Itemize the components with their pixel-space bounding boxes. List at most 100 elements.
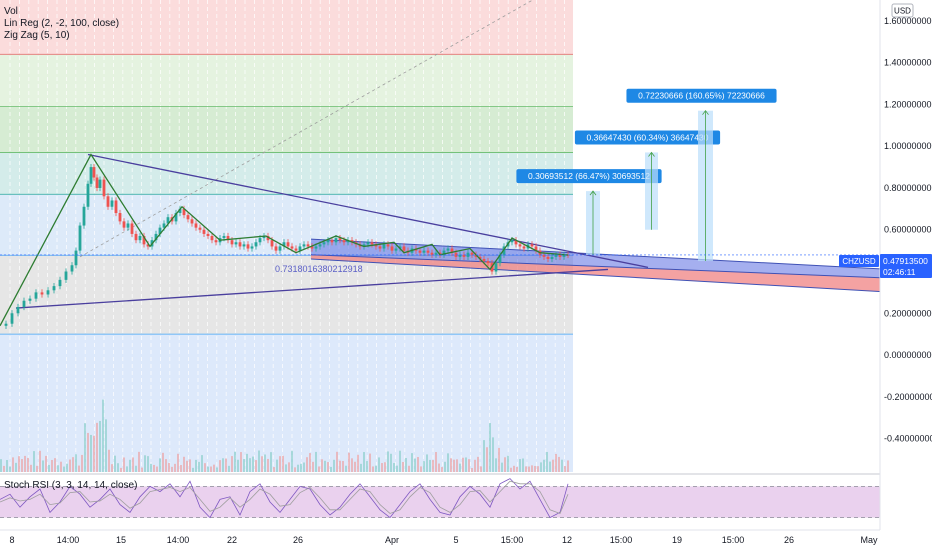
zigzag-path bbox=[0, 153, 569, 327]
volume-bar bbox=[282, 455, 284, 472]
candle-body bbox=[286, 242, 290, 247]
volume-bar bbox=[117, 463, 119, 472]
volume-bar bbox=[60, 461, 62, 472]
candle-body bbox=[102, 179, 106, 197]
currency-badge[interactable] bbox=[891, 3, 914, 18]
volume-bar bbox=[132, 457, 134, 472]
volume-bar bbox=[51, 459, 53, 472]
projection-boxes[interactable]: 0.30693512 (66.47%) 30693512 0.36647430 (… bbox=[0, 88, 880, 262]
volume-bar bbox=[372, 466, 374, 472]
stoch-d-line bbox=[0, 480, 569, 514]
volume-bar bbox=[360, 463, 362, 472]
legend-vol[interactable]: Vol bbox=[4, 6, 18, 17]
candle-body bbox=[426, 250, 430, 253]
time-tick: 15:00 bbox=[610, 535, 633, 545]
candle-body bbox=[394, 248, 398, 251]
volume-bar bbox=[231, 456, 233, 472]
price-tick: 0.80000000 bbox=[884, 183, 932, 193]
volume-bar bbox=[453, 459, 455, 472]
legend-zigzag[interactable]: Zig Zag (5, 10) bbox=[4, 30, 70, 41]
volume-bar bbox=[165, 459, 167, 472]
candle-body bbox=[174, 213, 178, 222]
volume-bar bbox=[264, 454, 266, 472]
candle-body bbox=[134, 233, 138, 241]
volume-bar bbox=[255, 460, 257, 472]
volume-bar bbox=[336, 451, 338, 472]
volume-bar bbox=[489, 423, 491, 472]
candle-body bbox=[34, 292, 38, 299]
time-tick: 22 bbox=[227, 535, 237, 545]
time-tick: 14:00 bbox=[57, 535, 80, 545]
volume-bar bbox=[39, 450, 41, 472]
time-axis[interactable]: 8 14:00 15 14:00 22 26 Apr 5 15:00 12 15:00 19 15:00… bbox=[0, 529, 932, 550]
trendlines[interactable] bbox=[15, 153, 649, 309]
volume-bar bbox=[135, 465, 137, 472]
trendline-upper bbox=[87, 153, 649, 268]
candle-body bbox=[122, 221, 126, 228]
volume-bar bbox=[390, 453, 392, 472]
volume-bar bbox=[246, 453, 248, 472]
candle-body bbox=[370, 242, 374, 245]
candle-body bbox=[534, 246, 538, 251]
volume-bar bbox=[432, 460, 434, 472]
volume-bar bbox=[171, 466, 173, 472]
candle-body bbox=[402, 246, 406, 251]
time-tick: 26 bbox=[293, 535, 303, 545]
symbol-badge-label: CHZUSD bbox=[842, 257, 876, 266]
channel-lower-band bbox=[311, 254, 932, 295]
candle-body bbox=[330, 240, 334, 243]
volume-bar bbox=[141, 467, 143, 472]
candle-body bbox=[518, 244, 522, 247]
price-tick: 0.60000000 bbox=[884, 225, 932, 235]
candle-body bbox=[4, 323, 8, 326]
candle-body bbox=[310, 246, 314, 249]
candle-body bbox=[462, 254, 466, 257]
volume-bar bbox=[498, 447, 500, 472]
volume-bar bbox=[477, 456, 479, 472]
time-tick: 15:00 bbox=[501, 535, 524, 545]
volume-bar bbox=[159, 458, 161, 472]
volume-bar bbox=[120, 467, 122, 472]
volume-bar bbox=[174, 463, 176, 472]
volume-bar bbox=[93, 435, 95, 472]
volume-bar bbox=[351, 458, 353, 472]
candle-body bbox=[58, 279, 62, 287]
time-tick: May bbox=[860, 535, 878, 545]
symbol-price-badge: CHZUSD 0.47913500 02:46:11 bbox=[839, 254, 932, 278]
volume-bar bbox=[9, 466, 11, 472]
candle-body bbox=[562, 254, 566, 257]
legend-stoch[interactable]: Stoch RSI (3, 3, 14, 14, close) bbox=[4, 480, 137, 491]
volume-bar bbox=[450, 458, 452, 472]
candle-body bbox=[390, 246, 394, 251]
candle-body bbox=[46, 290, 50, 295]
volume-bar bbox=[507, 455, 509, 472]
volume-bar bbox=[363, 452, 365, 472]
time-tick: 15:00 bbox=[722, 535, 745, 545]
volume-bar bbox=[234, 451, 236, 472]
candle-body bbox=[294, 248, 298, 251]
volume-bar bbox=[348, 452, 350, 472]
callout-box-1 bbox=[574, 130, 721, 145]
candle-body bbox=[130, 223, 134, 234]
volume-bar bbox=[219, 460, 221, 472]
volume-bar bbox=[333, 459, 335, 472]
volume-bar bbox=[273, 467, 275, 472]
volume-bar bbox=[18, 456, 20, 472]
volume-bar bbox=[297, 464, 299, 472]
candle-body bbox=[558, 254, 562, 257]
volume-bar bbox=[567, 460, 569, 472]
volume-bar bbox=[564, 466, 566, 472]
stoch-rsi-panel[interactable]: 100.0050.000.00 bbox=[0, 471, 932, 533]
time-tick: 14:00 bbox=[167, 535, 190, 545]
volume-bar bbox=[471, 467, 473, 472]
candle-body bbox=[522, 246, 526, 249]
volume-bar bbox=[279, 456, 281, 472]
candle-body bbox=[154, 233, 158, 241]
volume-bar bbox=[69, 459, 71, 472]
candles[interactable] bbox=[4, 163, 570, 329]
volume-bar bbox=[21, 459, 23, 472]
candle-body bbox=[486, 261, 490, 264]
legend-linreg[interactable]: Lin Reg (2, -2, 100, close) bbox=[4, 18, 119, 29]
